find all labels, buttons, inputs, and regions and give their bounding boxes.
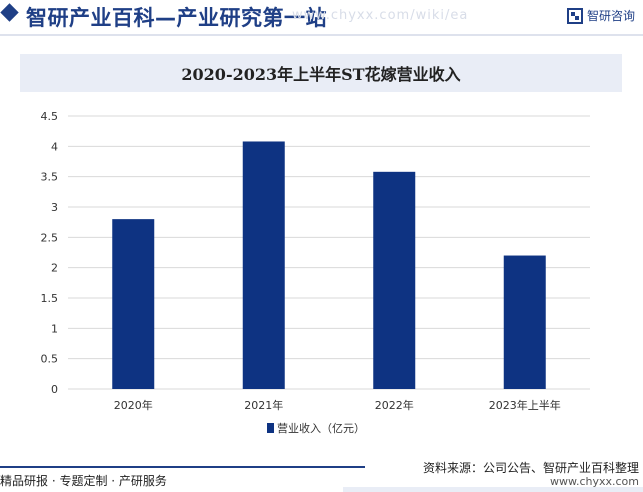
header: 智研产业百科—产业研究第一站 www.chyxx.com/wiki/ea 智研咨… bbox=[0, 0, 643, 34]
footer-services: 精品研报 · 专题定制 · 产研服务 bbox=[0, 474, 167, 488]
y-tick-label: 3.5 bbox=[41, 171, 59, 184]
footer-url: www.chyxx.com bbox=[549, 475, 639, 488]
x-tick-label: 2023年上半年 bbox=[489, 398, 561, 412]
y-tick-label: 2 bbox=[51, 262, 58, 275]
bar bbox=[503, 255, 546, 389]
y-tick-label: 0.5 bbox=[41, 353, 59, 366]
y-tick-label: 2.5 bbox=[41, 231, 59, 244]
y-tick-label: 4.5 bbox=[41, 110, 59, 123]
bar-chart: 0 0.5 1 1.5 2 2.5 3 3.5 4 4.5 2020年 2021年 2022年 2023年… bbox=[41, 110, 590, 435]
y-tick-label: 4 bbox=[51, 140, 58, 153]
legend-swatch bbox=[267, 423, 274, 433]
x-tick-label: 2022年 bbox=[375, 398, 414, 412]
y-tick-label: 3 bbox=[51, 201, 58, 214]
chart-title: 2020-2023年上半年ST花嫁营业收入 bbox=[181, 65, 461, 84]
y-tick-label: 1.5 bbox=[41, 292, 59, 305]
footer-accent bbox=[343, 487, 643, 492]
header-divider bbox=[0, 34, 643, 36]
chart-title-bar: 2020-2023年上半年ST花嫁营业收入 bbox=[20, 54, 622, 92]
brand: 智研咨询 bbox=[566, 7, 635, 24]
legend-label: 营业收入（亿元） bbox=[277, 421, 365, 435]
x-tick-label: 2020年 bbox=[114, 398, 153, 412]
bar bbox=[242, 141, 285, 389]
brand-name: 智研咨询 bbox=[586, 9, 635, 23]
diamond-logo-icon bbox=[0, 3, 19, 22]
footer-source: 资料来源：公司公告、智研产业百科整理 bbox=[422, 461, 639, 475]
y-tick-label: 0 bbox=[51, 383, 58, 396]
bar bbox=[373, 171, 416, 389]
footer-divider bbox=[0, 466, 365, 468]
y-tick-label: 1 bbox=[51, 322, 58, 335]
bar bbox=[112, 219, 155, 389]
brand-logo-icon bbox=[566, 7, 583, 24]
x-tick-label: 2021年 bbox=[244, 398, 283, 412]
watermark: www.chyxx.com/wiki/ea bbox=[292, 8, 469, 23]
site-title: 智研产业百科—产业研究第一站 bbox=[26, 6, 327, 30]
